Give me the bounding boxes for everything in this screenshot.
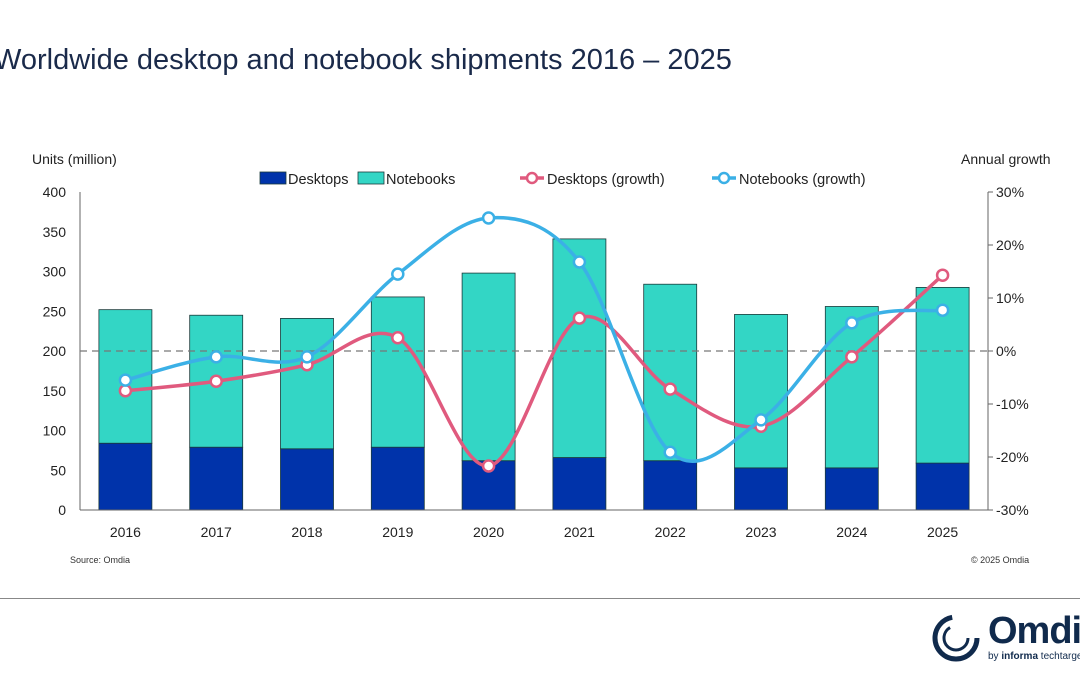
bar-desktops-2019 [370,446,425,511]
legend-label: Desktops (growth) [547,172,665,188]
point-notebooks-growth-2016 [118,373,133,387]
y-tick-label: 150 [43,383,67,399]
bar-desktops-2021 [552,457,607,511]
y-tick-label: 250 [43,303,67,319]
x-tick-label: 2020 [473,524,504,540]
line-desktops-growth [125,273,944,468]
source-note: Source: Omdia [70,555,131,565]
y-tick-label: 50 [50,462,66,478]
y2-axis-label: Annual growth [961,151,1051,167]
bar-desktops-2025 [915,462,970,511]
point-notebooks-growth-2017 [209,350,223,364]
bar-desktops-2018 [280,448,334,511]
y-tick-label: 100 [43,423,67,439]
y-tick-label: 200 [43,343,67,359]
point-desktops-growth-2025 [935,268,950,282]
legend-marker [525,171,539,185]
point-notebooks-growth-2021 [572,255,587,269]
x-tick-label: 2025 [927,524,958,540]
bar-desktops-2022 [643,460,698,511]
bar-desktops-2023 [734,467,788,511]
omdia-logo: Omdia by informa techtarget [930,610,1080,665]
point-desktops-growth-2022 [663,382,677,396]
logo-mark-icon [932,614,980,662]
x-tick-label: 2022 [655,524,686,540]
logo-sub: by informa techtarget [988,651,1080,662]
y2-tick-label: -30% [996,502,1029,518]
legend-label: Desktops [288,172,348,188]
copyright-note: © 2025 Omdia [971,555,1030,565]
point-desktops-growth-2019 [391,331,405,345]
legend-swatch [259,171,287,185]
chart-title: Worldwide desktop and notebook shipments… [0,44,732,76]
bar-notebooks-2019 [370,296,425,448]
bar-desktops-2024 [824,467,879,511]
point-notebooks-growth-2023 [754,413,768,427]
point-desktops-growth-2021 [572,311,587,325]
line-notebooks-growth [124,215,943,464]
legend-label: Notebooks (growth) [739,172,866,188]
x-tick-label: 2024 [836,524,867,540]
point-notebooks-growth-2019 [391,267,405,281]
legend-marker [717,171,731,185]
x-tick-label: 2021 [564,524,595,540]
y2-tick-label: 10% [996,290,1024,306]
logo-word: Omdia [988,610,1080,652]
bar-notebooks-2018 [280,318,334,450]
y2-tick-label: -10% [996,396,1029,412]
point-notebooks-growth-2022 [663,445,677,459]
x-tick-label: 2017 [201,524,232,540]
y-tick-label: 300 [43,264,67,280]
bar-notebooks-2024 [824,306,879,469]
y2-tick-label: 30% [996,184,1024,200]
divider [0,598,1080,599]
x-tick-label: 2023 [745,524,776,540]
bar-notebooks-2020 [461,272,516,462]
x-tick-label: 2019 [382,524,413,540]
bar-notebooks-2023 [734,314,788,469]
point-desktops-growth-2017 [209,374,223,388]
legend-swatch [357,171,385,185]
point-desktops-growth-2020 [481,459,496,473]
y-axis-label: Units (million) [32,151,117,167]
x-tick-label: 2018 [291,524,322,540]
point-notebooks-growth-2025 [935,303,950,317]
y-tick-label: 350 [43,224,67,240]
y-tick-label: 400 [43,184,67,200]
y2-tick-label: 0% [996,343,1016,359]
bar-desktops-2016 [98,442,153,511]
y2-tick-label: -20% [996,449,1029,465]
point-desktops-growth-2024 [845,350,859,364]
chart: Units (million) Annual growth 0 50 100 150 200… [32,151,1051,540]
point-notebooks-growth-2018 [300,350,314,364]
bar-notebooks-2021 [552,238,607,458]
bar-desktops-2017 [189,446,244,511]
point-notebooks-growth-2024 [845,316,859,330]
y2-tick-label: 20% [996,237,1024,253]
legend-label: Notebooks [386,172,455,188]
y-tick-label: 0 [58,502,66,518]
point-notebooks-growth-2020 [481,211,496,225]
x-tick-label: 2016 [110,524,141,540]
